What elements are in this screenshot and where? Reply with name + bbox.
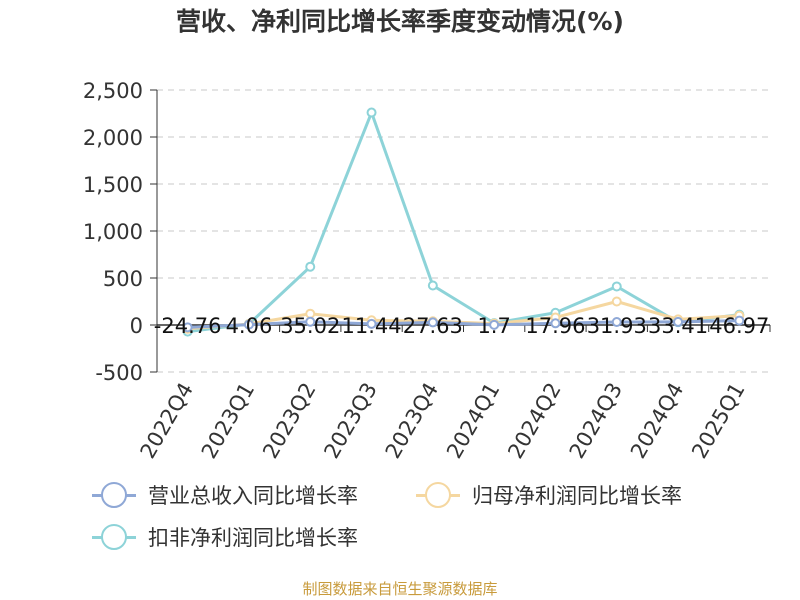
x-tick-label: 2023Q1 [197, 379, 259, 463]
y-tick-label: 0 [130, 314, 143, 338]
data-point [305, 261, 316, 272]
y-tick-label: 2,000 [83, 126, 143, 150]
legend-item[interactable]: 扣非净利润同比增长率 [92, 522, 358, 552]
x-tick-label: 2022Q4 [136, 379, 198, 463]
chart-title: 营收、净利同比增长率季度变动情况(%) [176, 7, 624, 36]
data-point [734, 315, 745, 326]
series-lines [182, 107, 745, 337]
y-tick-label: 2,500 [83, 79, 143, 103]
data-point [673, 316, 684, 327]
data-point [550, 318, 561, 329]
data-label: -24.76 [154, 314, 222, 338]
legend-item[interactable]: 归母净利润同比增长率 [416, 480, 682, 510]
data-label: 31.93 [587, 314, 647, 338]
x-tick-label: 2024Q3 [565, 379, 627, 463]
legend-swatch [92, 524, 136, 550]
data-label: 35.02 [280, 314, 340, 338]
data-point [366, 107, 377, 118]
legend-label: 归母净利润同比增长率 [472, 484, 682, 508]
data-point [611, 281, 622, 292]
source-note: 制图数据来自恒生聚源数据库 [302, 580, 498, 598]
grid-lines [157, 89, 770, 373]
data-point [182, 322, 193, 333]
data-label: 1.7 [477, 314, 510, 338]
series-line [187, 111, 740, 334]
data-point [366, 318, 377, 329]
legend-swatch [92, 482, 136, 508]
data-label: 27.63 [403, 314, 463, 338]
data-label: 11.44 [341, 314, 401, 338]
y-tick-label: 500 [103, 267, 143, 291]
x-tick-label: 2025Q1 [687, 379, 749, 463]
x-tick-label: 2024Q2 [503, 379, 565, 463]
data-point [243, 319, 254, 330]
data-label: 33.41 [648, 314, 708, 338]
x-tick-label: 2024Q1 [442, 379, 504, 463]
legend-label: 营业总收入同比增长率 [148, 484, 358, 508]
data-label: 17.96 [525, 314, 585, 338]
y-tick-label: -500 [95, 361, 143, 385]
y-tick-label: 1,500 [83, 173, 143, 197]
y-tick-label: 1,000 [83, 220, 143, 244]
legend-swatch [416, 482, 460, 508]
data-label: 46.97 [709, 314, 769, 338]
legend-item[interactable]: 营业总收入同比增长率 [92, 480, 358, 510]
x-tick-label: 2023Q3 [319, 379, 381, 463]
x-tick-label: 2023Q2 [258, 379, 320, 463]
data-point [305, 316, 316, 327]
x-tick-label: 2024Q4 [626, 379, 688, 463]
legend-label: 扣非净利润同比增长率 [148, 526, 358, 550]
data-labels: -24.76 4.06 35.02 11.44 27.63 1.7 17.96 31.93 33… [154, 314, 770, 338]
data-point [427, 317, 438, 328]
data-point [611, 316, 622, 327]
data-label: 4.06 [226, 314, 273, 338]
data-point [489, 319, 500, 330]
x-tick-label: 2023Q4 [381, 378, 443, 462]
data-point [611, 296, 622, 307]
series-line [187, 319, 740, 329]
data-point [427, 280, 438, 291]
